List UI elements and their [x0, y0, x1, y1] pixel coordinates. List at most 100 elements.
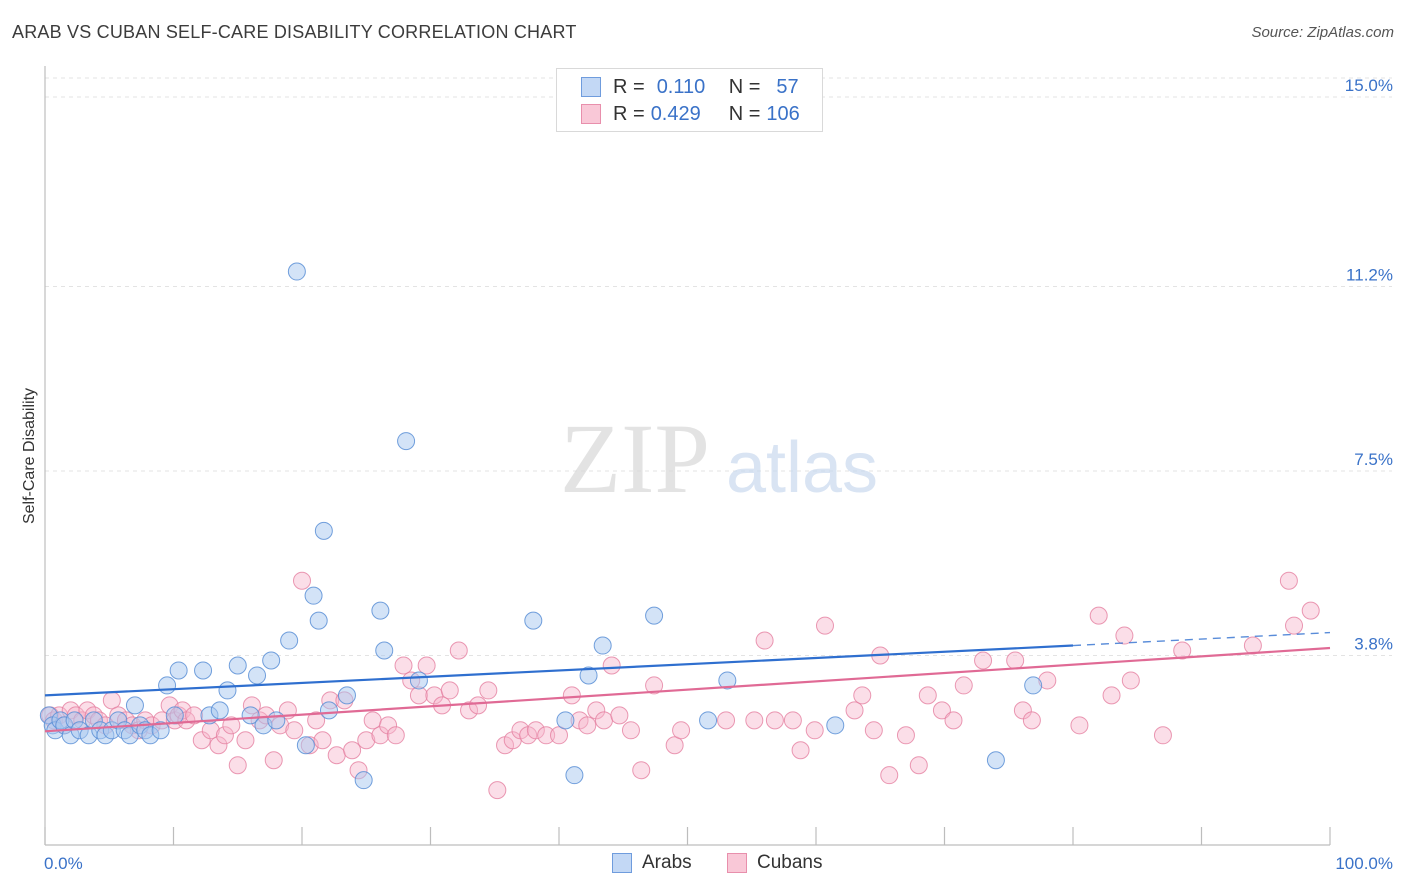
cubans-point [460, 701, 479, 720]
arabs-point [158, 676, 177, 695]
cubans-point [449, 641, 468, 660]
arabs-swatch [581, 77, 601, 97]
cubans-point [909, 756, 928, 775]
cubans-point [1285, 616, 1304, 635]
y-tick-label: 15.0% [1345, 76, 1393, 95]
arabs-point [556, 711, 575, 730]
arabs-point [593, 636, 612, 655]
arabs-point [218, 681, 237, 700]
arabs-point [371, 601, 390, 620]
legend-row-arabs: R = 0.110 N = 57 [581, 75, 799, 99]
cubans-point [293, 571, 311, 590]
arabs-point [194, 661, 213, 680]
cubans-point [918, 686, 937, 705]
cubans-point [1301, 601, 1320, 620]
arabs-point [262, 651, 281, 670]
cubans-point [1115, 626, 1134, 645]
arabs-point [319, 701, 338, 720]
cubans-point [632, 761, 651, 780]
cubans-point [379, 716, 398, 735]
cubans-point [488, 781, 507, 800]
cubans-point [578, 716, 597, 735]
cubans-point [621, 721, 640, 740]
cubans-point [783, 711, 802, 730]
cubans-point [357, 731, 376, 750]
arabs-n-value: 57 [776, 75, 799, 98]
cubans-point [526, 721, 545, 740]
cubans-point [1006, 651, 1025, 670]
arabs-r-value: 0.110 [656, 75, 706, 98]
arabs-point [304, 586, 323, 605]
arabs-point [375, 641, 394, 660]
arabs-point [337, 686, 356, 705]
r-label: R = [613, 102, 645, 125]
arabs-point [280, 631, 299, 650]
cubans-point [610, 706, 629, 725]
cubans-point [550, 726, 568, 745]
cubans-point [853, 686, 872, 705]
arabs-point [354, 771, 373, 790]
cubans-point [307, 711, 326, 730]
x-tick-label-max: 100.0% [1335, 854, 1393, 873]
arabs-point [169, 661, 188, 680]
cubans-point [1070, 716, 1089, 735]
cubans-point [791, 741, 810, 760]
cubans-point [1153, 726, 1172, 745]
legend-item-arabs[interactable]: Arabs [612, 852, 692, 874]
arabs-point [1024, 676, 1043, 695]
gridlines [45, 77, 1392, 657]
cubans-point [1013, 701, 1032, 720]
cubans-point [864, 721, 883, 740]
cubans-point [394, 656, 413, 675]
arabs-trend-extension [1072, 631, 1331, 647]
cubans-point [469, 696, 488, 715]
cubans-point [745, 711, 764, 730]
cubans-point [805, 721, 824, 740]
series-legend: Arabs Cubans [0, 852, 1406, 876]
x-tick-label-min: 0.0% [44, 854, 83, 873]
cubans-point [343, 741, 362, 760]
cubans-point [386, 726, 405, 745]
arabs-point [409, 671, 428, 690]
cubans-point [594, 711, 613, 730]
cubans-point [755, 631, 774, 650]
arabs-point [296, 736, 315, 755]
cubans-point [363, 711, 382, 730]
arabs-point [579, 666, 598, 685]
y-tick-label: 11.2% [1346, 265, 1393, 284]
y-tick-label: 3.8% [1354, 635, 1393, 654]
cubans-point [932, 701, 951, 720]
cubans-point [1173, 641, 1192, 660]
cubans-n-value: 106 [766, 102, 800, 125]
cubans-point [479, 681, 498, 700]
n-label: N = [728, 102, 761, 125]
legend-label-arabs: Arabs [642, 852, 692, 873]
cubans-point [264, 751, 283, 770]
cubans-point [1121, 671, 1140, 690]
arabs-point [826, 716, 845, 735]
arabs-point [314, 521, 333, 540]
cubans-point [102, 691, 121, 710]
arabs-point [986, 751, 1005, 770]
arabs-point [309, 611, 328, 630]
cubans-point [228, 756, 247, 775]
cubans-point [665, 736, 684, 755]
cubans-point [440, 681, 459, 700]
legend-item-cubans[interactable]: Cubans [727, 852, 823, 874]
cubans-point [845, 701, 864, 720]
arabs-point [248, 666, 267, 685]
arabs-point [210, 701, 229, 720]
cubans-point [371, 726, 390, 745]
cubans-swatch [581, 104, 601, 124]
cubans-point [236, 731, 255, 750]
cubans-point [765, 711, 784, 730]
arabs-point [287, 262, 306, 281]
cubans-point [645, 676, 664, 695]
arabs-point [645, 606, 664, 625]
arabs-point [267, 711, 286, 730]
chart-title: ARAB VS CUBAN SELF-CARE DISABILITY CORRE… [12, 22, 577, 42]
cubans-point [562, 686, 581, 705]
cubans-trend-line [44, 646, 1331, 733]
cubans-point [222, 716, 241, 735]
